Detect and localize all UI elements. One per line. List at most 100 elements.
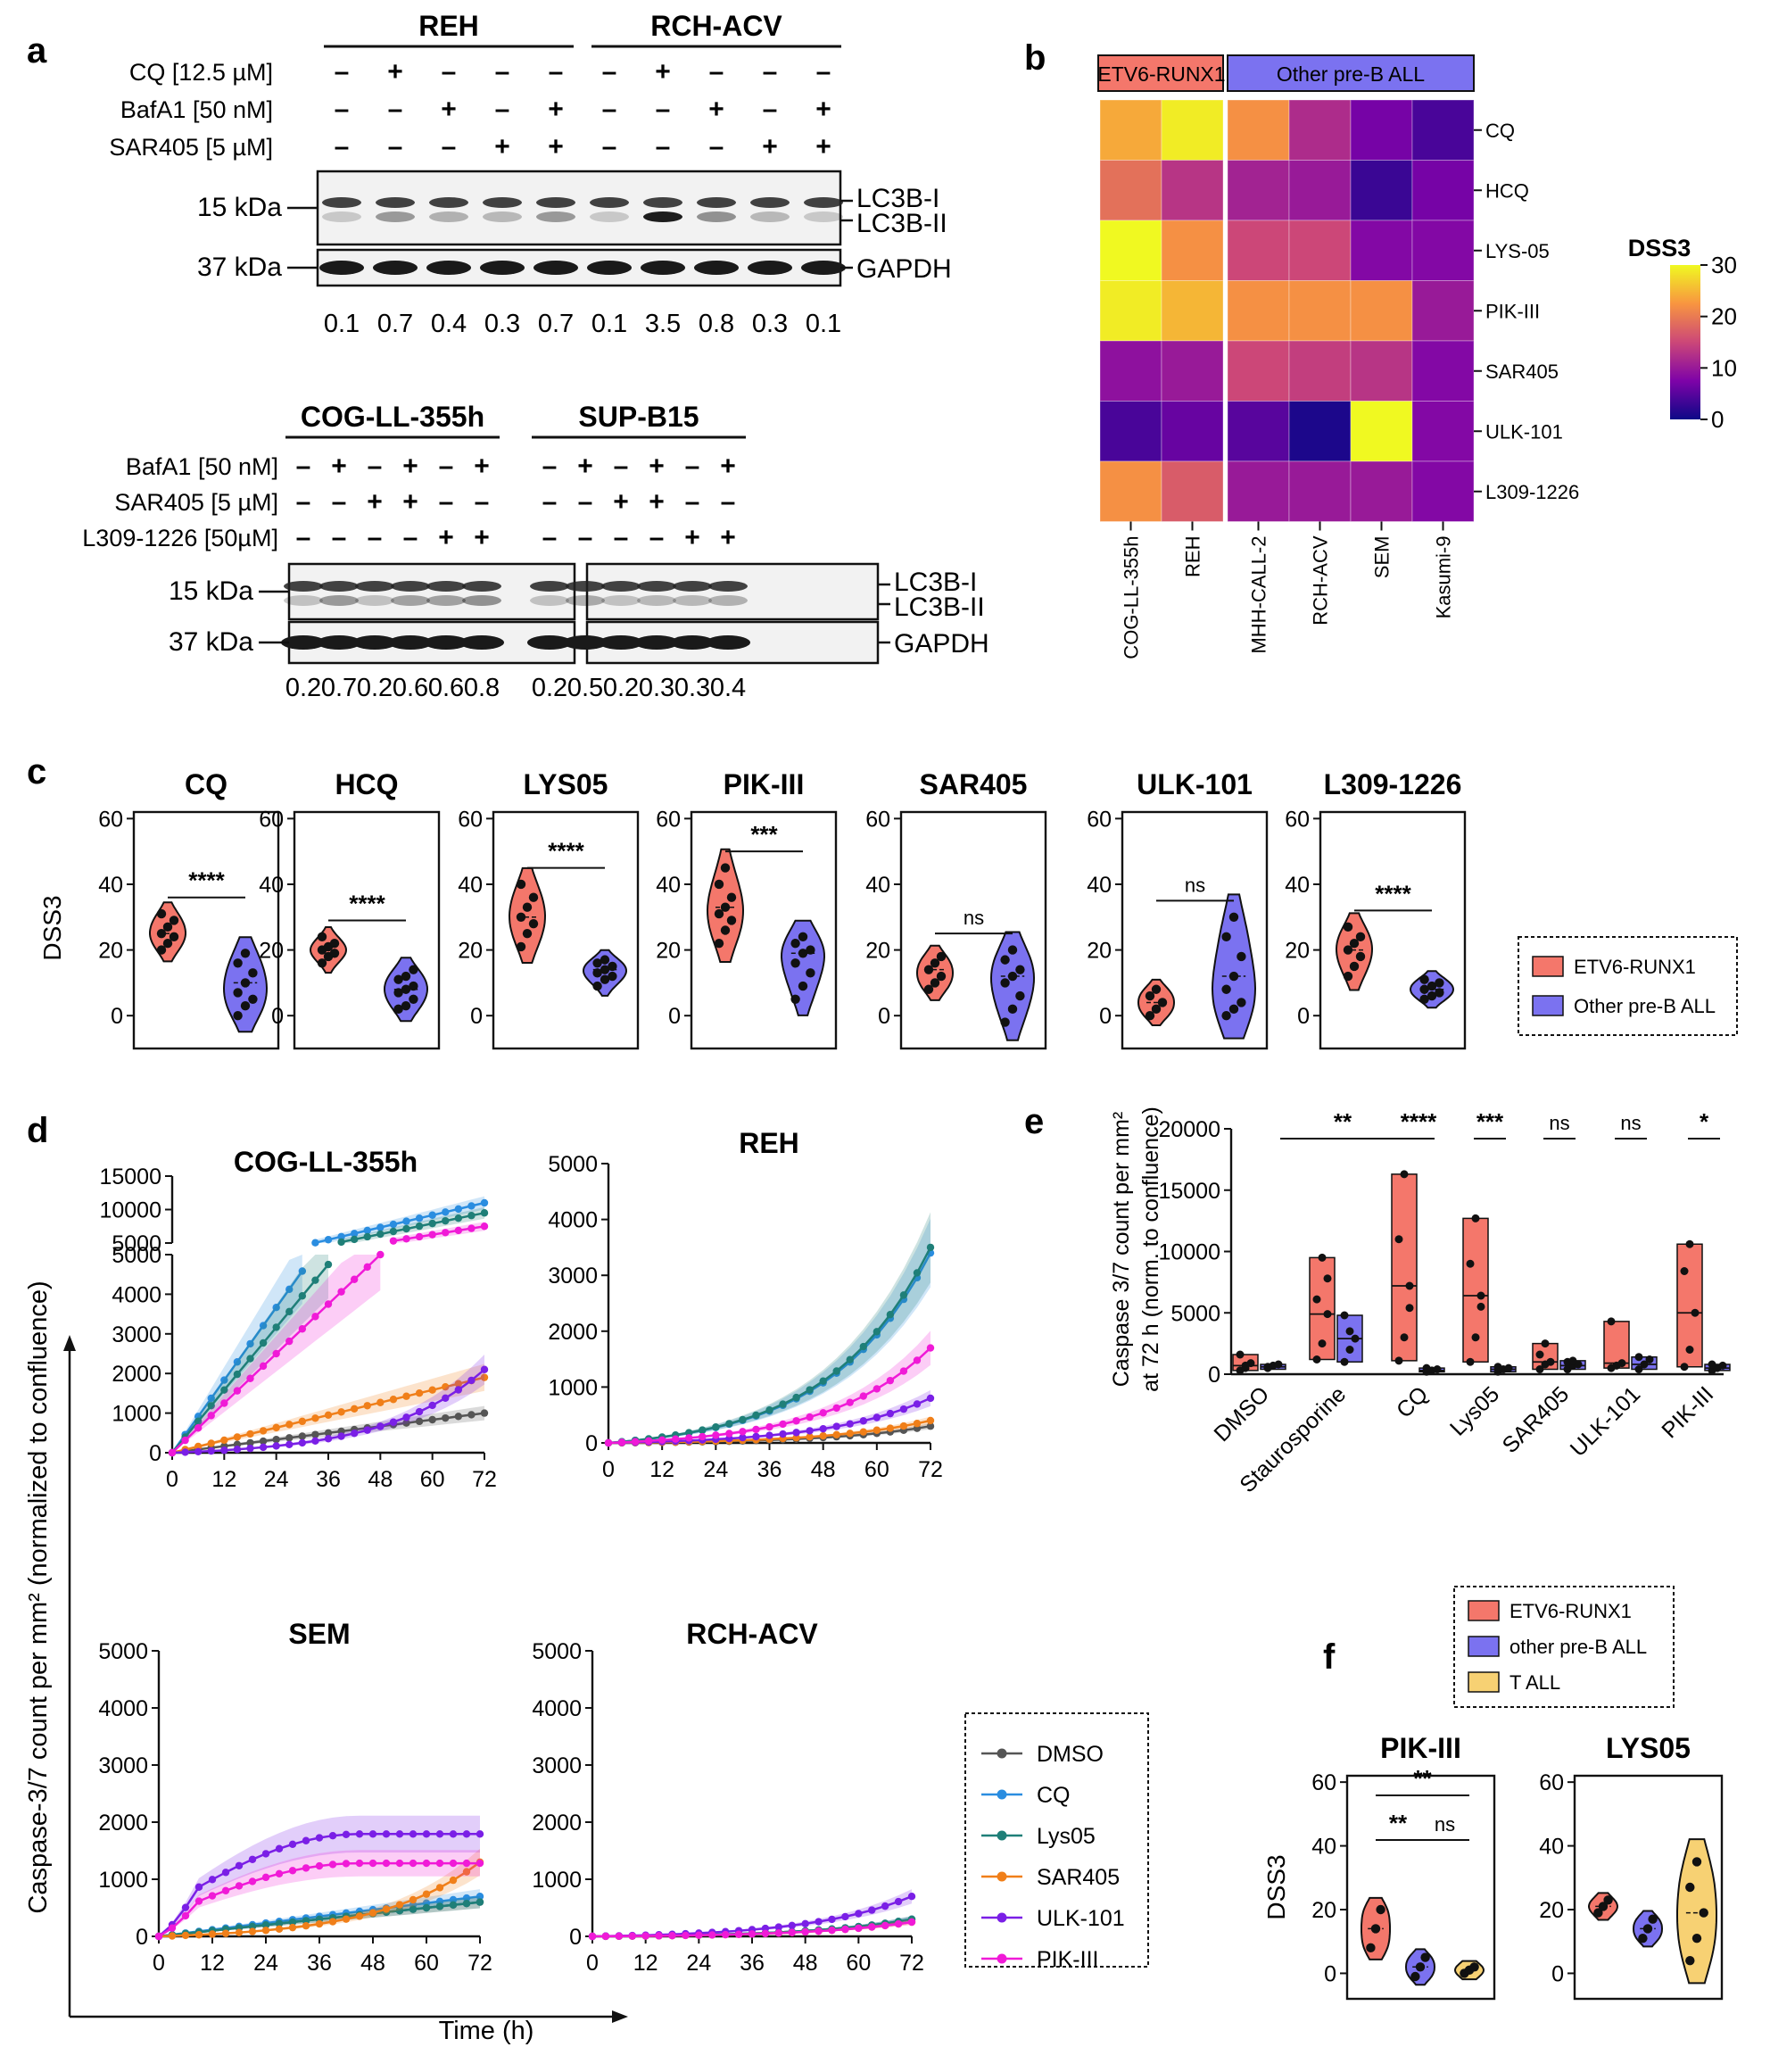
blot-treatment-sign: – (602, 95, 617, 124)
tall-point (1685, 1955, 1695, 1966)
series-point-pik-iii (761, 1929, 770, 1938)
lc3b-ii-band (590, 211, 629, 222)
series-point-sar405 (168, 1932, 177, 1940)
western-blot-top: REH RCH-ACV CQ [12.5 µM] – + – – – – + – – – BafA1 [5… (109, 10, 951, 338)
etv6-point (162, 939, 173, 949)
series-point-dmso (442, 1413, 450, 1422)
heatmap-cell (1350, 280, 1413, 342)
series-point-pik-iii (168, 1924, 177, 1932)
series-point-pik-iii (467, 1224, 476, 1232)
y-tick-label: 20 (98, 939, 123, 964)
heatmap-cell (1411, 401, 1475, 462)
blot-quantification: 3.5 (645, 310, 681, 338)
series-point-sar405 (859, 1428, 867, 1436)
other-point (1228, 971, 1239, 982)
y-tick-label: 3000 (532, 1753, 582, 1778)
heatmap-cell (1350, 340, 1413, 402)
blot-treatment-sign: + (438, 523, 454, 552)
lc3b-i-band (429, 197, 468, 208)
etv6-point (714, 939, 724, 949)
other-point (401, 971, 411, 982)
series-point-pik-iii (389, 1237, 398, 1245)
x-tick-label: 48 (793, 1951, 818, 1976)
series-point-sar405 (302, 1922, 310, 1930)
heatmap-group-header (1097, 54, 1224, 92)
series-point-lys05 (913, 1269, 922, 1277)
bar-data-point (1617, 1359, 1626, 1368)
bar-data-point (1323, 1274, 1332, 1283)
series-point-pik-iii (382, 1859, 391, 1868)
blot-treatment-sign: – (368, 452, 383, 481)
blot-treatment-sign: – (656, 132, 671, 162)
series-point-sar405 (355, 1912, 364, 1920)
series-point-pik-iii (350, 1275, 359, 1283)
y-tick-label: 3000 (112, 1322, 161, 1347)
lc3b-i-band (590, 197, 629, 208)
etv6-point (156, 928, 167, 939)
etv6-point (317, 958, 327, 968)
other-point (1228, 1004, 1239, 1015)
gapdh-band (641, 261, 685, 275)
etv6-point (1593, 1908, 1603, 1918)
legend-marker (997, 1748, 1007, 1759)
etv6-point (156, 908, 167, 919)
colorbar-tick-label: 30 (1711, 252, 1737, 278)
heatmap-cell (1350, 99, 1413, 161)
series-point-ulk-101 (832, 1422, 840, 1430)
series-point-pik-iii (220, 1399, 228, 1407)
series-point-ulk-101 (873, 1413, 881, 1421)
series-point-ulk-101 (859, 1417, 867, 1425)
bar-category-label: DMSO (1209, 1381, 1274, 1446)
series-point-pik-iii (788, 1928, 796, 1936)
etv6-point (1343, 945, 1353, 955)
series-point-ulk-101 (324, 1435, 333, 1443)
series-point-sar405 (350, 1405, 359, 1413)
series-point-lys05 (449, 1901, 458, 1909)
series-point-pik-iii (685, 1434, 693, 1442)
y-tick-label: 2000 (532, 1811, 582, 1836)
y-tick-label: 40 (1285, 873, 1310, 898)
significance-label: ns (964, 907, 984, 929)
heatmap-cell (1161, 220, 1224, 281)
significance-label: ns (1620, 1112, 1641, 1134)
series-point-lys05 (395, 1907, 404, 1915)
bar-data-point (1274, 1360, 1283, 1369)
series-point-lys05 (435, 1902, 444, 1910)
series-point-pik-iii (765, 1422, 773, 1431)
significance-label: ** (1334, 1108, 1352, 1135)
blot-treatment-sign: – (542, 487, 558, 517)
series-point-ulk-101 (765, 1431, 773, 1439)
significance-label: **** (188, 867, 225, 894)
lc3b-ii-band (530, 595, 569, 606)
bar-data-point (1634, 1365, 1643, 1373)
series-point-lys05 (402, 1224, 410, 1233)
kda-marker: 37 kDa (169, 627, 253, 657)
series-point-ulk-101 (288, 1840, 297, 1849)
other-point (393, 1004, 403, 1015)
heatmap-row-label: SAR405 (1485, 361, 1559, 383)
series-band-cq (172, 1255, 302, 1453)
gapdh-band (599, 635, 643, 650)
blot-quantification: 0.5 (567, 674, 603, 702)
lc3b-ii-band (462, 595, 501, 606)
gapdh-band (480, 261, 525, 275)
series-point-dmso (467, 1411, 476, 1419)
gapdh-band (352, 635, 397, 650)
y-tick-label: 40 (1539, 1835, 1564, 1860)
significance-label: **** (1401, 1108, 1437, 1135)
significance-label: ns (1185, 874, 1205, 896)
series-point-pik-iii (708, 1931, 716, 1939)
gapdh-band (706, 635, 750, 650)
violin-plot-title: LYS05 (524, 768, 608, 800)
band-label-lc3b-ii: LC3B-II (894, 593, 985, 622)
bar-category-label: Lys05 (1445, 1381, 1504, 1440)
heatmap-row-label: HCQ (1485, 179, 1529, 202)
blot-treatment-sign: – (335, 95, 350, 124)
series-point-pik-iii (682, 1931, 690, 1940)
series-point-ulk-101 (235, 1861, 244, 1869)
other-point (600, 974, 610, 984)
violin-plot-frame (293, 810, 441, 1050)
lc3b-blot-box (585, 562, 880, 621)
series-point-dmso (298, 1432, 307, 1440)
